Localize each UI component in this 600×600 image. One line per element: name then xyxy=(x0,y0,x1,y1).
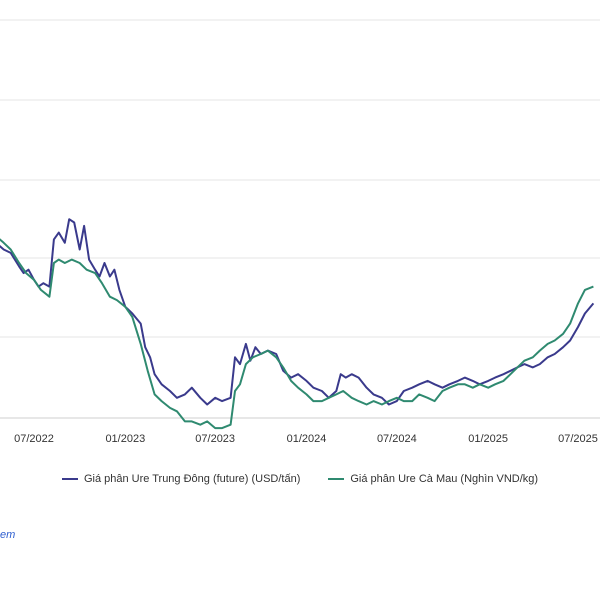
x-tick-label: 01/2025 xyxy=(468,433,508,445)
legend-label-trung-dong: Giá phân Ure Trung Đông (future) (USD/tấ… xyxy=(83,473,301,485)
x-tick-label: 07/2023 xyxy=(195,433,235,445)
x-tick-label: 01/2023 xyxy=(105,433,145,445)
legend-item-ca-mau[interactable]: Giá phân Ure Cà Mau (Nghìn VND/kg) xyxy=(328,473,538,485)
footnote-link[interactable]: em xyxy=(0,529,16,541)
chart-canvas: 07/2022 01/2023 07/2023 01/2024 07/2024 01/20… xyxy=(0,19,600,445)
x-tick-label: 07/2024 xyxy=(377,433,417,445)
legend-label-ca-mau: Giá phân Ure Cà Mau (Nghìn VND/kg) xyxy=(350,473,539,485)
x-tick-label: 07/2022 xyxy=(14,433,54,445)
chart-legend: Giá phân Ure Trung Đông (future) (USD/tấ… xyxy=(0,468,600,490)
x-tick-label: 01/2024 xyxy=(287,433,327,445)
x-tick-label: 07/2025 xyxy=(558,433,598,445)
line-chart: 07/2022 01/2023 07/2023 01/2024 07/2024 01/20… xyxy=(0,19,600,445)
legend-item-trung-dong[interactable]: Giá phân Ure Trung Đông (future) (USD/tấ… xyxy=(61,473,301,485)
legend-swatch-ca-mau xyxy=(328,478,345,480)
legend-swatch-trung-dong xyxy=(61,478,78,480)
series-line-ca-mau[interactable] xyxy=(0,216,594,430)
